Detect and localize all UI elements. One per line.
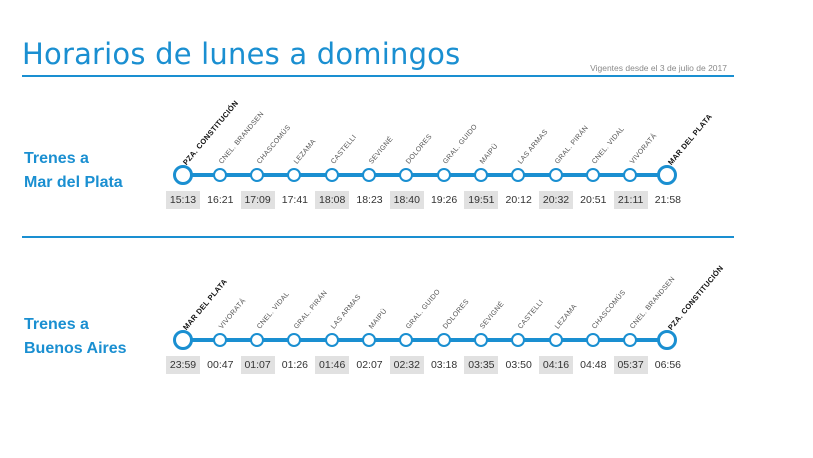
station-marker bbox=[511, 332, 526, 347]
terminal-station-marker bbox=[657, 329, 678, 350]
station-name: SEVIGNÉ bbox=[367, 135, 395, 166]
station-name: CASTELLI bbox=[330, 133, 359, 166]
station-name: VIVORATÁ bbox=[628, 132, 658, 166]
station-name: MAIPÚ bbox=[367, 307, 389, 331]
station-name: LAS ARMAS bbox=[516, 128, 550, 166]
departure-time: 19:51 bbox=[464, 191, 499, 209]
station-marker bbox=[324, 167, 339, 182]
departure-time: 20:51 bbox=[580, 194, 607, 206]
station-marker bbox=[623, 332, 638, 347]
station-marker bbox=[287, 332, 302, 347]
station-name: GRAL. GUIDO bbox=[404, 288, 442, 331]
station-name: LEZAMA bbox=[554, 303, 579, 331]
departure-time: 03:50 bbox=[505, 359, 532, 371]
station-name: GRAL. PIRÁN bbox=[554, 124, 590, 166]
departure-time: 18:08 bbox=[315, 191, 350, 209]
station-name: GRAL. GUIDO bbox=[442, 123, 480, 166]
departure-time: 17:41 bbox=[281, 194, 309, 206]
station-marker bbox=[250, 167, 265, 182]
station-name: DOLORES bbox=[404, 133, 434, 166]
station-name: SEVIGNÉ bbox=[479, 300, 507, 331]
station-marker bbox=[548, 332, 563, 347]
departure-time: 01:07 bbox=[240, 356, 275, 374]
station-marker bbox=[399, 332, 414, 347]
route-label-line1: Trenes a bbox=[24, 150, 89, 167]
route-label-line1: Trenes a bbox=[24, 316, 89, 333]
station-name: CASTELLI bbox=[516, 298, 545, 331]
station-marker bbox=[585, 167, 600, 182]
station-marker bbox=[436, 332, 451, 347]
station-name: CNEL. BRANDSEN bbox=[218, 110, 266, 166]
terminal-station-marker bbox=[172, 164, 193, 185]
departure-time: 15:13 bbox=[166, 191, 200, 209]
route-line bbox=[183, 173, 668, 177]
station-name: LEZAMA bbox=[292, 138, 318, 166]
station-marker bbox=[324, 332, 339, 347]
station-marker bbox=[250, 332, 265, 347]
departure-time: 03:18 bbox=[430, 359, 458, 371]
station-name: CNEL. BRANDSEN bbox=[628, 275, 677, 331]
departure-time: 06:56 bbox=[654, 359, 682, 371]
station-marker bbox=[399, 167, 414, 182]
station-marker bbox=[473, 332, 488, 347]
departure-time: 23:59 bbox=[166, 356, 200, 374]
station-marker bbox=[212, 332, 227, 347]
station-marker bbox=[287, 167, 302, 182]
station-marker bbox=[473, 167, 488, 182]
station-name: VIVORATÁ bbox=[218, 297, 248, 331]
terminal-station-marker bbox=[172, 329, 193, 350]
station-name: CNEL. VIDAL bbox=[255, 290, 291, 331]
station-marker bbox=[362, 167, 376, 182]
departure-time: 02:07 bbox=[356, 359, 383, 371]
departure-time: 04:16 bbox=[539, 356, 573, 374]
station-marker bbox=[362, 332, 376, 347]
station-marker bbox=[585, 332, 600, 347]
terminal-station-marker bbox=[657, 164, 678, 185]
departure-time: 01:46 bbox=[315, 356, 350, 374]
departure-time: 21:58 bbox=[654, 194, 682, 206]
station-name: MAIPÚ bbox=[479, 142, 500, 166]
departure-time: 00:47 bbox=[207, 359, 234, 371]
station-name: PZA. CONSTITUCIÓN bbox=[665, 263, 726, 332]
route-label: Trenes a Mar del Plata bbox=[24, 147, 123, 195]
departure-time: 17:09 bbox=[240, 191, 275, 209]
departure-time: 02:32 bbox=[389, 356, 424, 374]
departure-time: 03:35 bbox=[464, 356, 499, 374]
departure-time: 18:23 bbox=[356, 194, 383, 206]
section-divider bbox=[22, 236, 734, 238]
route-label: Trenes a Buenos Aires bbox=[24, 313, 127, 361]
departure-time: 04:48 bbox=[580, 359, 607, 371]
route-label-line2: Mar del Plata bbox=[24, 174, 123, 191]
station-name: MAR DEL PLATA bbox=[181, 277, 229, 332]
station-name: GRAL. PIRÁN bbox=[292, 289, 329, 331]
page-title: Horarios de lunes a domingos bbox=[22, 37, 461, 71]
station-marker bbox=[623, 167, 638, 182]
station-marker bbox=[511, 167, 526, 182]
station-name: DOLORES bbox=[442, 298, 471, 331]
station-name: CHASCOMÚS bbox=[591, 289, 628, 331]
route-label-line2: Buenos Aires bbox=[24, 340, 127, 357]
station-name: CHASCOMÚS bbox=[255, 124, 292, 166]
departure-time: 01:26 bbox=[281, 359, 309, 371]
validity-note: Vigentes desde el 3 de julio de 2017 bbox=[590, 63, 727, 73]
station-name: PZA. CONSTITUCIÓN bbox=[181, 98, 241, 167]
departure-time: 19:26 bbox=[430, 194, 458, 206]
station-name: MAR DEL PLATA bbox=[665, 112, 714, 167]
route-line bbox=[183, 338, 668, 342]
station-name: CNEL. VIDAL bbox=[591, 125, 627, 166]
departure-time: 20:12 bbox=[505, 194, 532, 206]
departure-time: 05:37 bbox=[613, 356, 648, 374]
departure-time: 20:32 bbox=[539, 191, 573, 209]
departure-time: 16:21 bbox=[207, 194, 234, 206]
station-marker bbox=[548, 167, 563, 182]
station-name: LAS ARMAS bbox=[330, 293, 363, 331]
title-divider bbox=[22, 75, 734, 77]
departure-time: 21:11 bbox=[613, 191, 648, 209]
station-marker bbox=[436, 167, 451, 182]
station-marker bbox=[212, 167, 227, 182]
departure-time: 18:40 bbox=[389, 191, 424, 209]
